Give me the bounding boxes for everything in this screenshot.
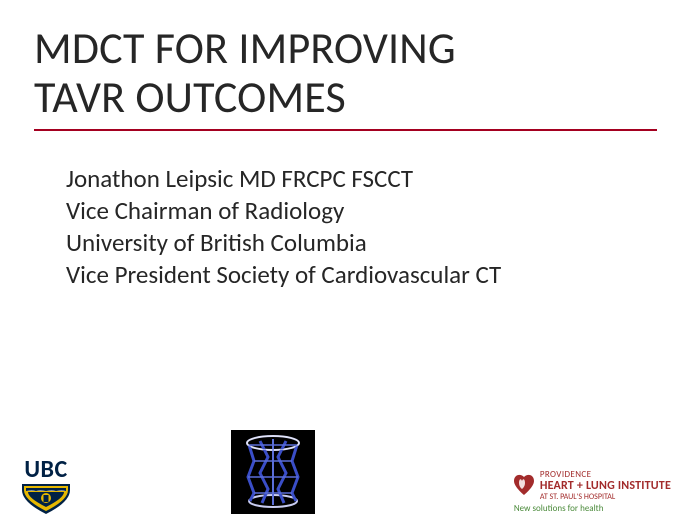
providence-tagline: New solutions for health	[514, 504, 604, 514]
author-affiliation: University of British Columbia	[66, 227, 657, 259]
author-role-2: Vice President Society of Cardiovascular…	[66, 259, 657, 291]
title-line-2: TAVR OUTCOMES	[34, 70, 346, 124]
author-name: Jonathon Leipsic MD FRCPC FSCCT	[66, 163, 657, 195]
heart-lung-icon	[514, 473, 534, 499]
ubc-logo: UBC	[20, 455, 72, 514]
providence-logo: PROVIDENCE HEART + LUNG INSTITUTE AT ST.…	[514, 470, 671, 514]
providence-text: PROVIDENCE HEART + LUNG INSTITUTE AT ST.…	[540, 470, 671, 502]
stent-image	[231, 430, 315, 514]
slide-footer: UBC	[0, 432, 691, 522]
presentation-slide: MDCT FOR IMPROVING TAVR OUTCOMES Jonatho…	[0, 0, 691, 532]
title-line-1: MDCT FOR IMPROVING	[34, 21, 456, 75]
ubc-text: UBC	[24, 455, 67, 484]
title-underline	[34, 129, 657, 131]
providence-block: PROVIDENCE HEART + LUNG INSTITUTE AT ST.…	[514, 470, 671, 502]
author-role-1: Vice Chairman of Radiology	[66, 195, 657, 227]
stent-icon	[240, 435, 306, 509]
providence-sub: AT ST. PAUL'S HOSPITAL	[540, 493, 671, 502]
slide-title: MDCT FOR IMPROVING TAVR OUTCOMES	[34, 24, 657, 123]
ubc-crest-icon	[20, 484, 72, 514]
author-block: Jonathon Leipsic MD FRCPC FSCCT Vice Cha…	[34, 163, 657, 291]
